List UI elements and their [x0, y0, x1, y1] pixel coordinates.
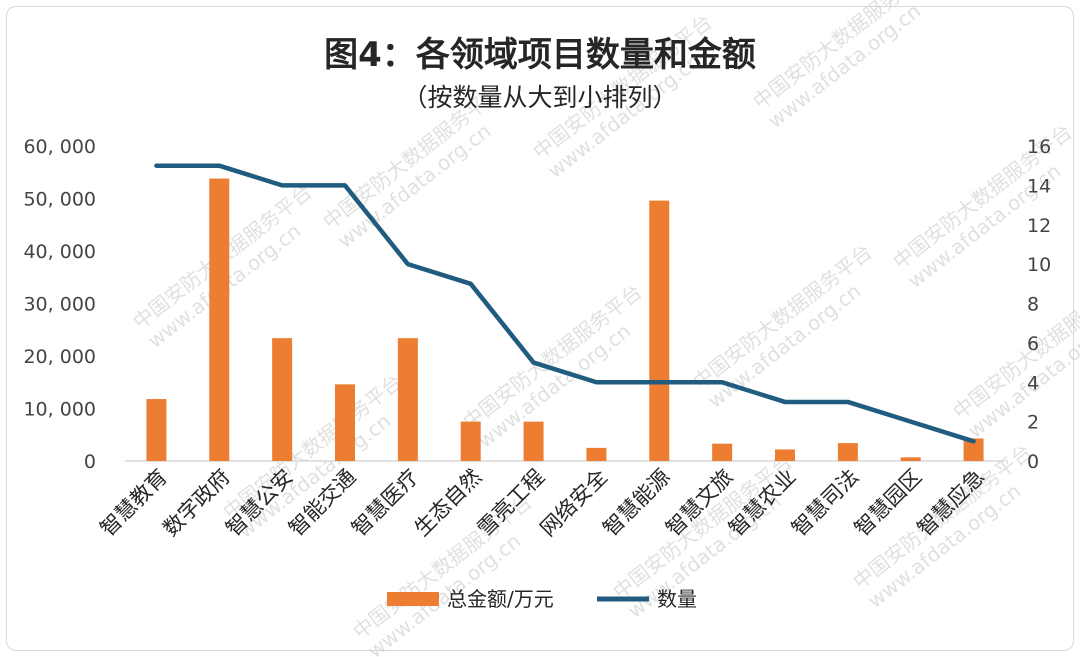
- left-tick-label: 30, 000: [23, 294, 96, 316]
- bar-智慧教育: [146, 399, 167, 461]
- bar-网络安全: [586, 447, 607, 461]
- bar-智慧应急: [963, 438, 984, 461]
- category-label: 智慧能源: [598, 465, 674, 541]
- left-tick-label: 10, 000: [23, 399, 96, 421]
- bar-智慧能源: [649, 200, 670, 461]
- right-tick-label: 8: [1027, 294, 1039, 316]
- legend-label-amount: 总金额/万元: [447, 587, 554, 611]
- bar-雪亮工程: [523, 421, 544, 461]
- bar-智慧医疗: [397, 338, 418, 461]
- bar-生态自然: [460, 421, 481, 461]
- watermark-text: 中国安防大数据服务平台: [608, 450, 796, 604]
- right-axis-ticks: 0 2 4 6 8 10 12 14 16: [1027, 136, 1051, 473]
- category-label: 智慧医疗: [347, 465, 423, 541]
- right-tick-label: 4: [1027, 372, 1039, 394]
- chart-subtitle: （按数量从大到小排列）: [402, 83, 677, 112]
- bar-智慧园区: [900, 457, 921, 461]
- right-tick-label: 14: [1027, 175, 1051, 197]
- category-label: 智慧教育: [96, 465, 172, 541]
- category-label: 智慧司法: [787, 465, 863, 541]
- watermark-text: 中国安防大数据服务平台: [688, 240, 876, 394]
- category-label: 网络安全: [536, 465, 612, 541]
- left-axis-ticks: 0 10, 000 20, 000 30, 000 40, 000 50, 000 60, …: [23, 136, 96, 473]
- bar-智慧公安: [272, 338, 293, 461]
- right-tick-label: 12: [1027, 215, 1051, 237]
- bar-智慧农业: [775, 449, 795, 461]
- left-tick-label: 50, 000: [23, 189, 96, 211]
- left-tick-label: 0: [84, 451, 96, 473]
- legend: 总金额/万元 数量: [387, 587, 697, 611]
- left-tick-label: 40, 000: [23, 241, 96, 263]
- left-tick-label: 60, 000: [23, 136, 96, 158]
- right-tick-label: 10: [1027, 254, 1051, 276]
- chart-title: 图4：各领域项目数量和金额: [324, 35, 756, 75]
- bar-智能交通: [335, 384, 355, 461]
- line-series: [154, 163, 976, 444]
- quantity-line: [154, 163, 976, 444]
- legend-label-quantity: 数量: [657, 587, 697, 611]
- bar-智慧司法: [837, 443, 858, 461]
- left-tick-label: 20, 000: [23, 346, 96, 368]
- bars-series: [146, 178, 984, 462]
- right-tick-label: 0: [1027, 451, 1039, 473]
- bar-智慧文旅: [712, 443, 733, 461]
- chart-frame: [6, 6, 1074, 651]
- legend-swatch-amount: [387, 592, 439, 606]
- bar-数字政府: [209, 178, 230, 462]
- right-tick-label: 6: [1027, 333, 1039, 355]
- right-tick-label: 16: [1027, 136, 1051, 158]
- right-tick-label: 2: [1027, 412, 1039, 434]
